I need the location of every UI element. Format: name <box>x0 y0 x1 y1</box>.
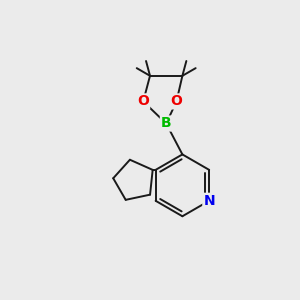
Text: N: N <box>203 194 215 208</box>
Text: O: O <box>137 94 149 108</box>
Text: B: B <box>161 116 172 130</box>
Text: O: O <box>171 94 182 108</box>
